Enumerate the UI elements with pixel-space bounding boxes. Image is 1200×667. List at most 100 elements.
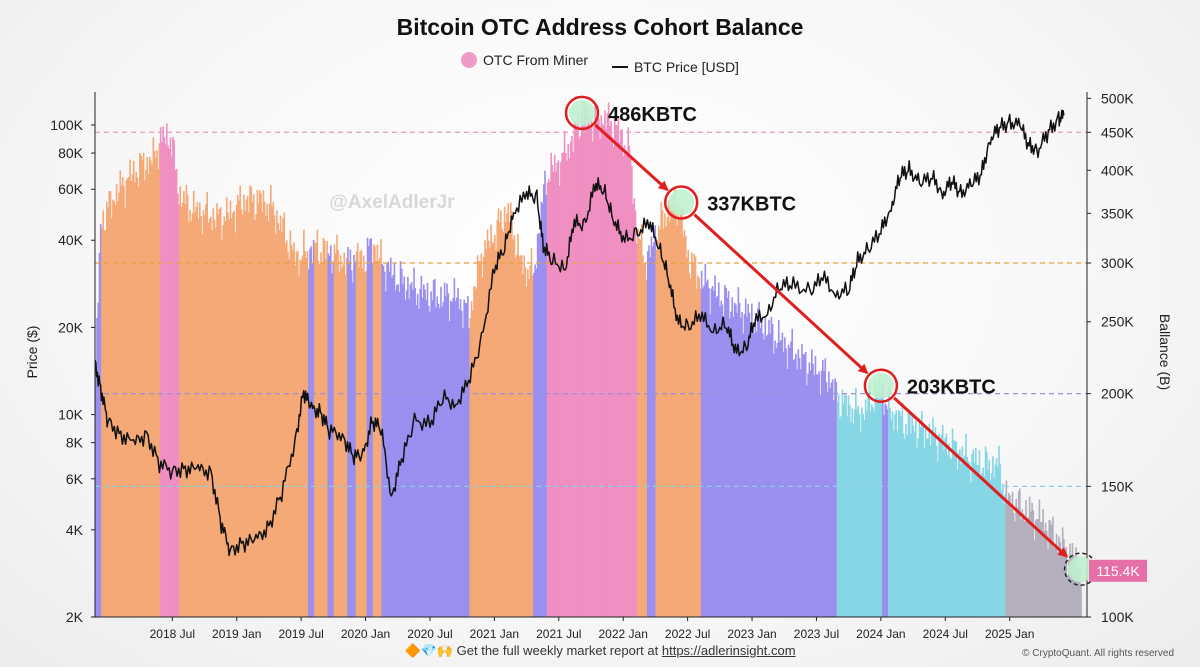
balance-bar <box>511 211 513 618</box>
balance-bar <box>1075 547 1077 617</box>
balance-bar <box>928 423 931 617</box>
balance-bar <box>895 410 898 617</box>
balance-bar <box>651 246 654 618</box>
balance-bar <box>153 151 156 617</box>
balance-bar <box>164 143 167 617</box>
balance-bar <box>888 386 890 617</box>
balance-bar <box>926 438 928 617</box>
balance-bar <box>582 118 584 618</box>
balance-bar <box>349 249 352 617</box>
balance-bar <box>577 112 579 618</box>
balance-bar <box>949 457 951 617</box>
balance-bar <box>709 314 712 617</box>
balance-bar <box>508 221 511 618</box>
balance-bar <box>896 431 899 617</box>
balance-bar <box>738 302 741 617</box>
balance-bar <box>438 308 441 617</box>
balance-bar <box>1004 493 1006 617</box>
left-axis-title: Price ($) <box>24 326 40 379</box>
balance-bar <box>986 451 988 617</box>
balance-bar <box>691 252 693 617</box>
balance-bar <box>574 120 577 617</box>
balance-bar <box>1044 522 1047 617</box>
balance-bar <box>623 145 626 617</box>
balance-bar <box>538 233 540 618</box>
balance-bar <box>249 185 251 617</box>
x-tick-label: 2023 Jan <box>727 627 776 641</box>
balance-bar <box>966 456 969 617</box>
balance-bar <box>250 187 253 618</box>
balance-bar <box>194 212 196 617</box>
balance-bar <box>562 152 565 617</box>
balance-bar <box>255 214 257 617</box>
balance-bar <box>281 232 283 617</box>
x-tick-label: 2025 Jan <box>985 627 1034 641</box>
legend-item-otc[interactable]: OTC From Miner <box>461 52 588 68</box>
balance-bar <box>845 395 847 617</box>
balance-bar <box>287 251 289 617</box>
balance-bar <box>705 282 708 617</box>
balance-bar <box>378 257 381 617</box>
balance-bar <box>659 229 661 618</box>
balance-bar <box>1021 509 1024 617</box>
balance-bar <box>963 455 966 617</box>
balance-bar <box>977 464 980 617</box>
balance-bar <box>809 370 812 617</box>
balance-bar <box>995 458 998 617</box>
balance-bar <box>246 195 249 617</box>
balance-bar <box>746 316 748 617</box>
footer-link[interactable]: https://adlerinsight.com <box>661 643 796 658</box>
balance-bar <box>523 255 525 618</box>
balance-bar <box>870 404 873 617</box>
balance-bar <box>503 206 506 618</box>
balance-bar <box>643 263 645 617</box>
balance-bar <box>170 156 173 617</box>
balance-bar <box>536 233 539 617</box>
balance-bar <box>923 447 926 617</box>
balance-bar <box>937 461 939 617</box>
balance-bar <box>179 186 182 617</box>
balance-bar <box>868 383 871 617</box>
left-tick-label: 40K <box>58 232 84 248</box>
balance-bar <box>527 269 529 617</box>
balance-bar <box>338 272 341 617</box>
balance-bar <box>823 370 825 617</box>
balance-bar <box>490 224 492 618</box>
balance-bar <box>184 204 186 617</box>
balance-bar <box>912 425 915 617</box>
balance-bar <box>981 473 983 617</box>
balance-bar <box>172 136 174 617</box>
balance-bar <box>534 264 536 617</box>
balance-bar <box>118 192 120 618</box>
balance-bar <box>331 273 333 617</box>
highlight-dot-icon <box>569 99 595 126</box>
balance-bar <box>190 221 193 617</box>
balance-bar <box>326 241 328 617</box>
balance-bar <box>1034 520 1037 617</box>
balance-bar <box>298 276 300 617</box>
balance-bar <box>724 285 726 617</box>
legend-item-price[interactable]: BTC Price [USD] <box>611 59 739 75</box>
balance-bar <box>765 336 768 617</box>
balance-bar <box>645 279 648 617</box>
balance-bar <box>154 157 157 618</box>
balance-bar <box>950 459 953 617</box>
left-tick-label: 20K <box>58 319 84 335</box>
balance-bar <box>321 262 324 617</box>
balance-bar <box>803 354 806 617</box>
balance-bar <box>563 130 566 617</box>
balance-bar <box>213 219 216 617</box>
balance-bar <box>363 255 365 617</box>
balance-bar <box>132 160 135 617</box>
balance-bar <box>649 257 652 617</box>
balance-bar <box>819 395 822 617</box>
balance-bar <box>375 260 377 617</box>
balance-bar <box>885 405 888 617</box>
balance-bar <box>890 419 893 617</box>
balance-bar <box>277 223 279 617</box>
balance-bar <box>839 418 841 617</box>
balance-bar <box>501 228 503 617</box>
balance-bar <box>844 394 846 617</box>
balance-bar <box>899 411 901 617</box>
balance-bar <box>611 136 614 617</box>
